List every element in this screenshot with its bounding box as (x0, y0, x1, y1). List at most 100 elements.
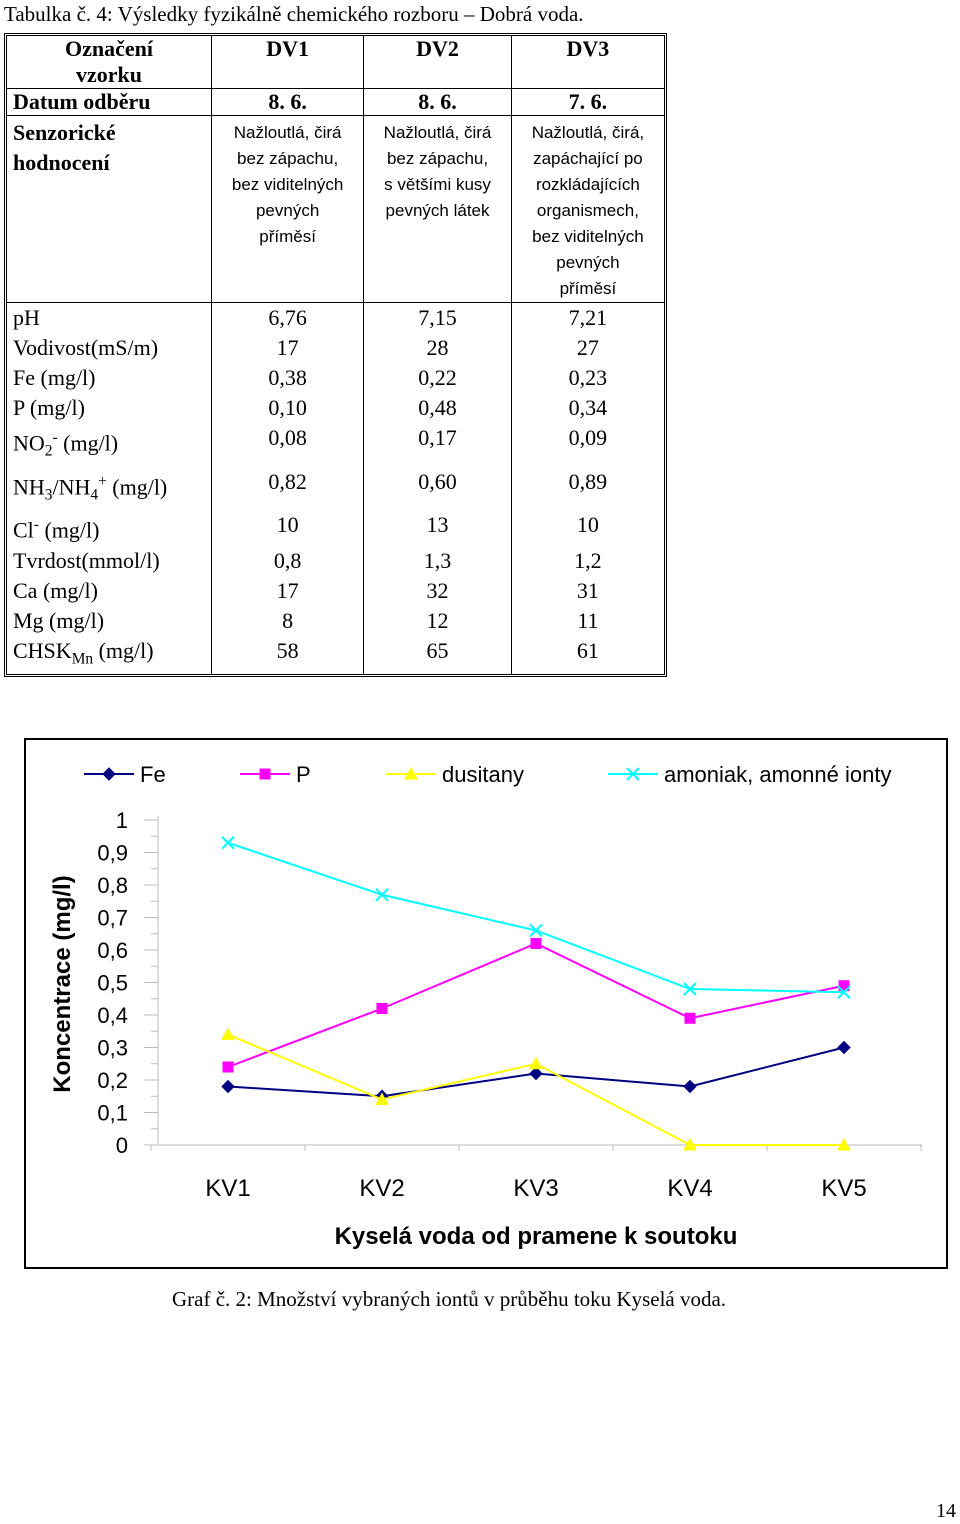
sensory-line: rozkládajících (535, 175, 640, 194)
data-point (838, 980, 850, 992)
label-part: (mg/l) (57, 430, 119, 456)
table-cell: 0,8 (212, 545, 365, 576)
table-cell: 10 (212, 510, 365, 546)
data-point (529, 1056, 543, 1070)
table-cell: 6,76 (212, 303, 365, 333)
row-label-cl: Cl- (mg/l) (7, 510, 212, 546)
table-row: P (mg/l) 0,10 0,48 0,34 (7, 393, 664, 423)
data-point (683, 1137, 697, 1151)
data-point (222, 1061, 234, 1073)
sensory-line: organismech, (536, 201, 639, 220)
data-point (683, 1079, 697, 1094)
chart-frame: 0 0,1 0,2 0,3 0,4 0,5 0,6 0,7 0,8 0,9 1 KV1 KV2 KV3 KV… (24, 738, 948, 1269)
legend-marker (102, 767, 116, 781)
label-sup: + (98, 472, 107, 490)
date-cell: 8. 6. (364, 89, 512, 116)
sensory-cell-dv2: Nažloutlá, čirá bez zápachu, s většími k… (364, 116, 512, 303)
table-cell: 0,23 (568, 365, 608, 390)
y-tick-label: 0,6 (97, 938, 128, 963)
data-point (683, 982, 697, 996)
sensory-line: bez zápachu, (386, 149, 489, 168)
table-cell: 10 (576, 512, 599, 538)
label-sup: - (52, 429, 58, 446)
table-cell: 1,3 (364, 545, 512, 576)
table-cell: 32 (364, 575, 512, 606)
table-cell: 17 (212, 333, 365, 363)
data-point (837, 1137, 851, 1151)
table-row: Mg (mg/l) 8 12 11 (7, 605, 664, 636)
sensory-line: Nažloutlá, čirá, (531, 123, 645, 142)
chart-caption: Graf č. 2: Množství vybraných iontů v pr… (172, 1287, 727, 1311)
label-part: NO (13, 430, 45, 456)
series-line (227, 942, 845, 1068)
row-label: Ca (mg/l) (7, 575, 212, 606)
row-label: Vodivost(mS/m) (7, 333, 212, 363)
legend-label: P (296, 762, 311, 787)
x-tick-label: KV5 (821, 1175, 866, 1202)
data-point (529, 1066, 543, 1081)
label-sub: 3 (44, 486, 53, 504)
row-label-no2: NO2- (mg/l) (7, 423, 212, 467)
table-cell: 0,08 (212, 423, 365, 467)
table-cell: 0,60 (364, 466, 512, 511)
data-point (837, 1040, 851, 1055)
series-line (227, 1033, 844, 1146)
sensory-line: zapáchající po (533, 149, 643, 168)
x-tick-label: KV2 (359, 1175, 404, 1202)
label-sub: 2 (44, 442, 53, 460)
y-tick-label: 1 (116, 808, 128, 833)
table-cell: 0,48 (364, 393, 512, 423)
row-label: Tvrdost(mmol/l) (7, 545, 212, 576)
row-label: Fe (mg/l) (7, 363, 212, 393)
table-cell: 0,89 (568, 468, 608, 494)
table-cell: 11 (577, 607, 599, 633)
data-point (376, 1003, 388, 1014)
legend-marker (626, 767, 640, 781)
data-point (530, 938, 542, 949)
table-cell: 7,15 (364, 303, 512, 333)
table-row: Ca (mg/l) 17 32 31 (7, 575, 664, 606)
table-cell: 0,38 (212, 363, 365, 393)
line-chart: 0 0,1 0,2 0,3 0,4 0,5 0,6 0,7 0,8 0,9 1 KV1 KV2 KV3 KV… (49, 762, 922, 1250)
header-label-line2: vzorku (76, 62, 142, 87)
column-header: DV1 (212, 36, 365, 89)
label-sub: Mn (71, 650, 94, 668)
date-label: Datum odběru (7, 89, 212, 116)
legend-label: dusitany (442, 762, 524, 787)
y-tick-label: 0,9 (97, 841, 128, 866)
date-row: Datum odběru 8. 6. 8. 6. 7. 6. (7, 89, 664, 116)
sensory-line: bez zápachu, (237, 149, 339, 168)
data-point (684, 1012, 696, 1024)
data-point (375, 888, 389, 902)
table-cell: 31 (576, 577, 599, 603)
table-cell: 0,82 (212, 466, 365, 511)
table-cell: 61 (576, 637, 599, 663)
table-cell: 65 (364, 635, 512, 675)
sensory-label-line1: Senzorické (13, 120, 116, 145)
row-label-nh: NH3/NH4+ (mg/l) (7, 466, 212, 511)
sensory-line: pevných (255, 201, 320, 220)
table-row: Tvrdost(mmol/l) 0,8 1,3 1,2 (7, 545, 664, 576)
sensory-row: Senzorické hodnocení Nažloutlá, čirá bez… (7, 116, 664, 303)
data-point (837, 985, 851, 999)
sensory-label-cell: Senzorické hodnocení (7, 116, 212, 303)
table-cell: 8 (212, 605, 365, 636)
sensory-line: pevných (556, 253, 620, 272)
table-cell: 0,10 (212, 393, 365, 423)
label-part: Cl (13, 517, 34, 543)
data-point (221, 1079, 235, 1094)
label-part: (mg/l) (106, 474, 168, 500)
legend-label: Fe (140, 762, 166, 787)
table-cell: 7,21 (568, 305, 608, 330)
sensory-line: bez viditelných (532, 227, 644, 246)
table-cell: 0,17 (364, 423, 512, 467)
table-row: Cl- (mg/l) 10 13 10 (7, 510, 664, 546)
table-cell: 17 (212, 575, 365, 606)
row-label-chsk: CHSKMn (mg/l) (7, 635, 212, 675)
x-tick-label: KV1 (205, 1175, 250, 1202)
y-axis-title: Koncentrace (mg/l) (49, 875, 76, 1092)
sensory-line: příměsí (559, 279, 617, 298)
y-tick-label: 0,8 (97, 873, 128, 898)
sensory-line: Nažloutlá, čirá (233, 123, 342, 142)
sensory-line: příměsí (259, 227, 316, 246)
